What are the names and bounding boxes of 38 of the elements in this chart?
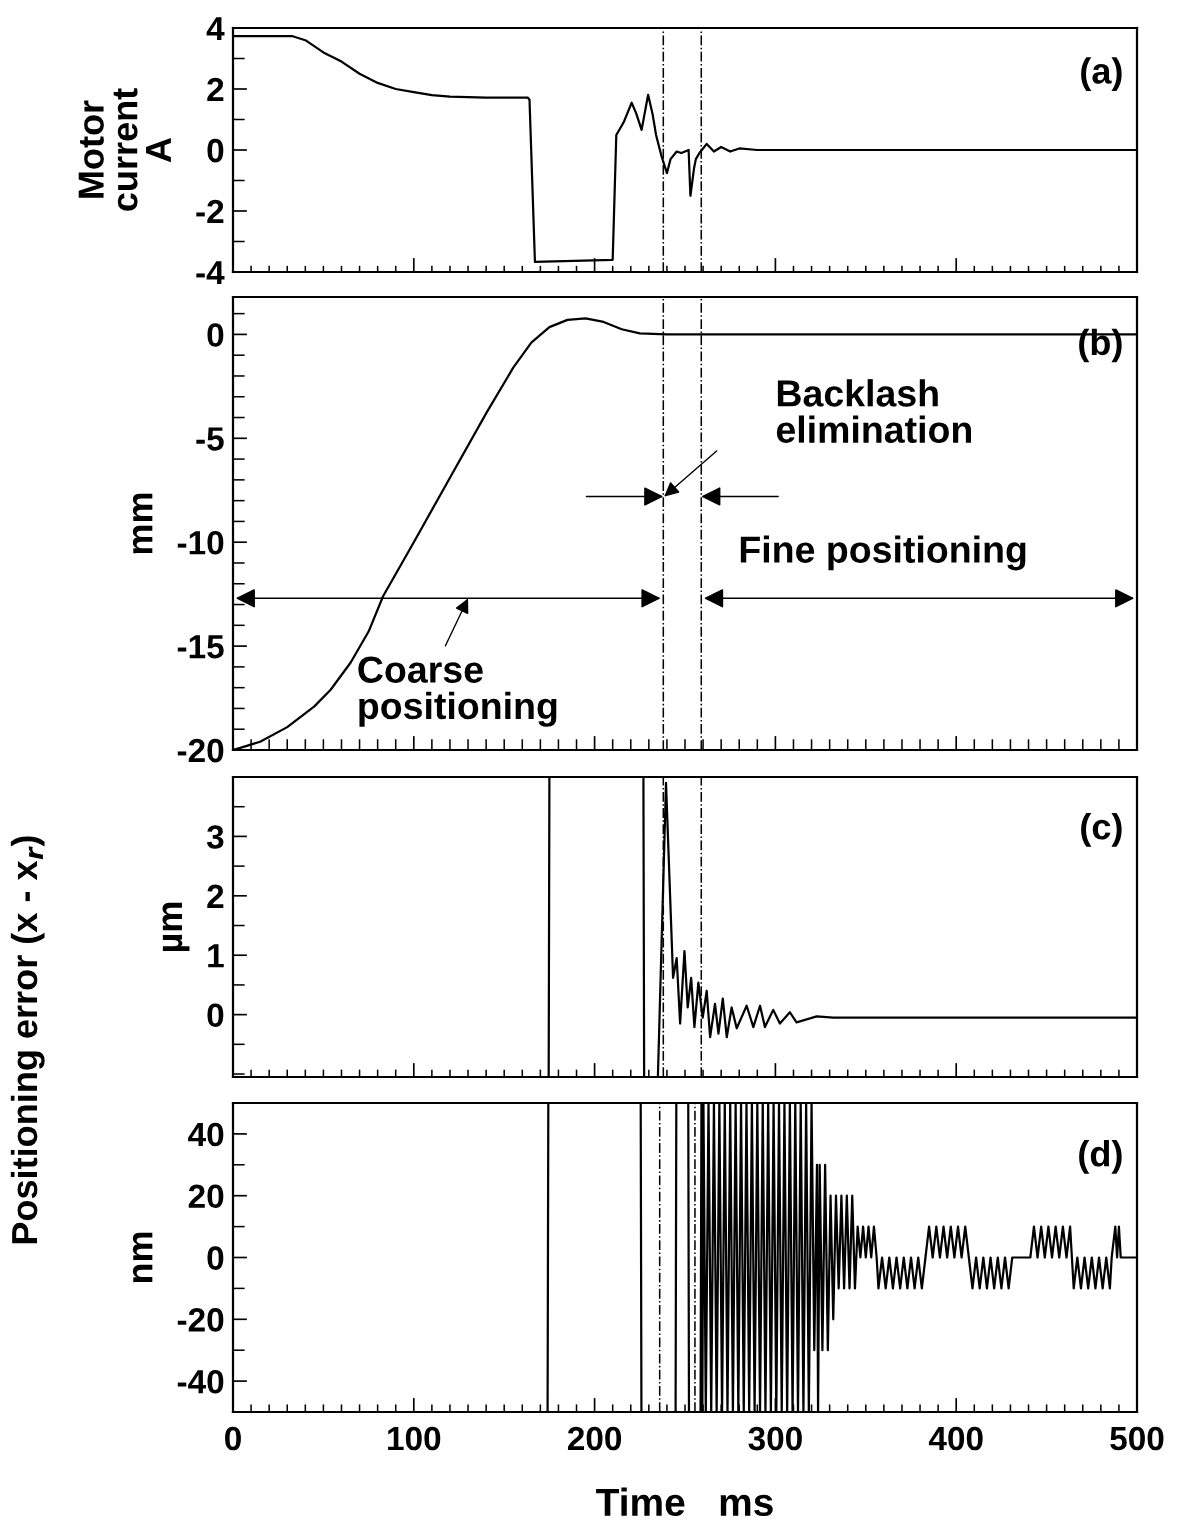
annotation: Backlash elimination <box>776 379 972 443</box>
y-tick-label: 0 <box>207 1246 224 1270</box>
y-tick-label: -20 <box>177 1308 224 1332</box>
annotation: (c) <box>1081 813 1122 847</box>
annotation: Fine positioning <box>740 535 1026 571</box>
y-tick-label: 4 <box>206 17 225 41</box>
y-tick-label: -20 <box>177 738 224 763</box>
y-tick-label: 2 <box>207 77 224 102</box>
y-tick-label: 20 <box>188 1184 224 1209</box>
y-tick-label: -2 <box>196 199 224 224</box>
y-tick-label: -10 <box>177 531 224 555</box>
y-tick-label: -15 <box>177 635 224 659</box>
x-axis-title: Time ms <box>596 1487 773 1517</box>
annotation: (a) <box>1081 57 1122 91</box>
y-tick-label: 0 <box>207 1003 224 1028</box>
y-tick-label: 0 <box>207 323 224 347</box>
y-axis-title: mm <box>132 493 153 554</box>
y-tick-label: 1 <box>208 944 224 968</box>
y-tick-label: -5 <box>196 427 224 451</box>
x-tick-label: 300 <box>748 1426 802 1451</box>
y-tick-label: 0 <box>207 138 224 163</box>
y-tick-label: 2 <box>207 884 224 908</box>
y-axis-title: nm <box>132 1232 153 1283</box>
y-tick-label: -40 <box>177 1369 224 1394</box>
x-tick-label: 200 <box>567 1426 622 1451</box>
y-axis-title: µm <box>162 902 190 952</box>
x-tick-label: 500 <box>1110 1426 1164 1451</box>
y-axis-title: Motor current A <box>78 88 171 211</box>
y-tick-label: -4 <box>196 261 225 285</box>
x-tick-label: 100 <box>388 1426 441 1451</box>
y-tick-label: 3 <box>206 825 224 849</box>
y-tick-label: 40 <box>188 1122 224 1147</box>
x-tick-label: 0 <box>225 1426 241 1451</box>
annotation: Coarse positioning <box>358 656 557 727</box>
text: Positioning error (x - x$_{r}$) <box>10 836 45 1244</box>
annotation: (b) <box>1079 328 1122 363</box>
x-tick-label: 400 <box>928 1426 983 1451</box>
annotation: (d) <box>1079 1140 1122 1174</box>
